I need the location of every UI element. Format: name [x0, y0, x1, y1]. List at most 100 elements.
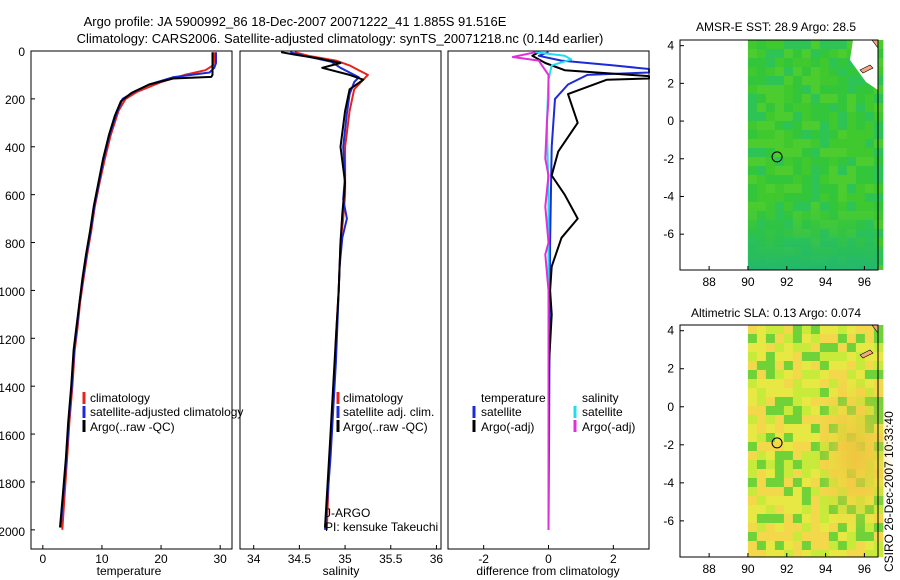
map-cell [783, 397, 794, 407]
map-cell [747, 175, 758, 185]
map-cell [873, 256, 884, 266]
depth-tick-800: 800 [5, 237, 25, 251]
x-tick-label: -2 [478, 552, 489, 566]
map-cell [774, 514, 785, 524]
map-cell [774, 40, 785, 50]
map-cell [837, 532, 848, 542]
map-cell [819, 532, 830, 542]
map-cell [747, 442, 758, 452]
map-cell [801, 424, 812, 434]
map-cell [801, 478, 812, 488]
map-cell [747, 139, 758, 149]
x-tick-label: 0 [545, 552, 552, 566]
map-cell [801, 352, 812, 362]
diff-legend-temp-satellite: satellite [481, 405, 522, 419]
map-cell [792, 541, 803, 551]
map-cell [819, 361, 830, 371]
map-cell [774, 460, 785, 470]
x-tick-label: 34.5 [288, 552, 312, 566]
map-cell [783, 451, 794, 461]
legend-satellite-adjusted: satellite-adjusted climatology [90, 405, 243, 419]
map-cell [810, 415, 821, 425]
map-cell [756, 112, 767, 122]
map-cell [792, 487, 803, 497]
csiro-timestamp: CSIRO 26-Dec-2007 10:33:40 [882, 411, 896, 572]
map-cell [819, 193, 830, 203]
map-cell [756, 157, 767, 167]
map-cell [747, 184, 758, 194]
map-cell [873, 229, 884, 239]
lon-tick-label: 94 [819, 562, 833, 576]
sla-high-anomaly [814, 374, 895, 535]
map-cell [855, 532, 866, 542]
map-cell [855, 343, 866, 353]
lon-tick-label: 88 [702, 562, 716, 576]
map-cell [864, 325, 875, 335]
map-cell [801, 433, 812, 443]
map-cell [765, 352, 776, 362]
x-tick-label: 35.5 [379, 552, 403, 566]
salinity-x-label: salinity [323, 564, 360, 578]
map-cell [765, 478, 776, 488]
map-cell [792, 148, 803, 158]
map-cell [774, 67, 785, 77]
map-cell [810, 121, 821, 131]
lon-tick-label: 92 [780, 275, 794, 289]
map-cell [855, 130, 866, 140]
map-cell [828, 532, 839, 542]
map-cell [747, 532, 758, 542]
map-cell [828, 379, 839, 389]
map-cell [756, 469, 767, 479]
map-cell [864, 139, 875, 149]
map-cell [792, 523, 803, 533]
map-cell [756, 388, 767, 398]
map-cell [783, 361, 794, 371]
map-cell [864, 352, 875, 362]
map-cell [819, 352, 830, 362]
map-cell [774, 85, 785, 95]
map-cell [810, 148, 821, 158]
sla-map-ticks: 88 90 92 94 96 -6 -4 -2 0 2 4 [663, 324, 871, 576]
map-cell [765, 94, 776, 104]
depth-tick-1400: 1400 [0, 381, 25, 395]
map-cell [801, 361, 812, 371]
map-cell [828, 67, 839, 77]
map-cell [873, 238, 884, 248]
map-cell [747, 505, 758, 515]
map-cell [873, 112, 884, 122]
map-cell [747, 397, 758, 407]
map-cell [774, 532, 785, 542]
map-cell [846, 157, 857, 167]
map-cell [783, 496, 794, 506]
legend-climatology: climatology [90, 391, 150, 405]
map-cell [873, 58, 884, 68]
map-cell [828, 343, 839, 353]
map-cell [747, 325, 758, 335]
map-cell [846, 112, 857, 122]
map-cell [801, 415, 812, 425]
map-cell [828, 148, 839, 158]
map-cell [774, 166, 785, 176]
map-cell [756, 487, 767, 497]
map-cell [756, 424, 767, 434]
map-cell [828, 166, 839, 176]
map-cell [765, 550, 776, 557]
map-cell [792, 193, 803, 203]
map-cell [765, 469, 776, 479]
map-cell [819, 139, 830, 149]
map-cell [774, 49, 785, 59]
map-cell [846, 40, 857, 50]
map-cell [864, 175, 875, 185]
map-cell [747, 40, 758, 50]
map-cell [783, 148, 794, 158]
map-cell [810, 496, 821, 506]
map-cell [810, 130, 821, 140]
map-cell [765, 49, 776, 59]
map-cell [801, 514, 812, 524]
map-cell [783, 505, 794, 515]
map-cell [801, 334, 812, 344]
temperature-x-label: temperature [97, 564, 162, 578]
map-cell [846, 193, 857, 203]
map-cell [792, 67, 803, 77]
map-cell [801, 406, 812, 416]
